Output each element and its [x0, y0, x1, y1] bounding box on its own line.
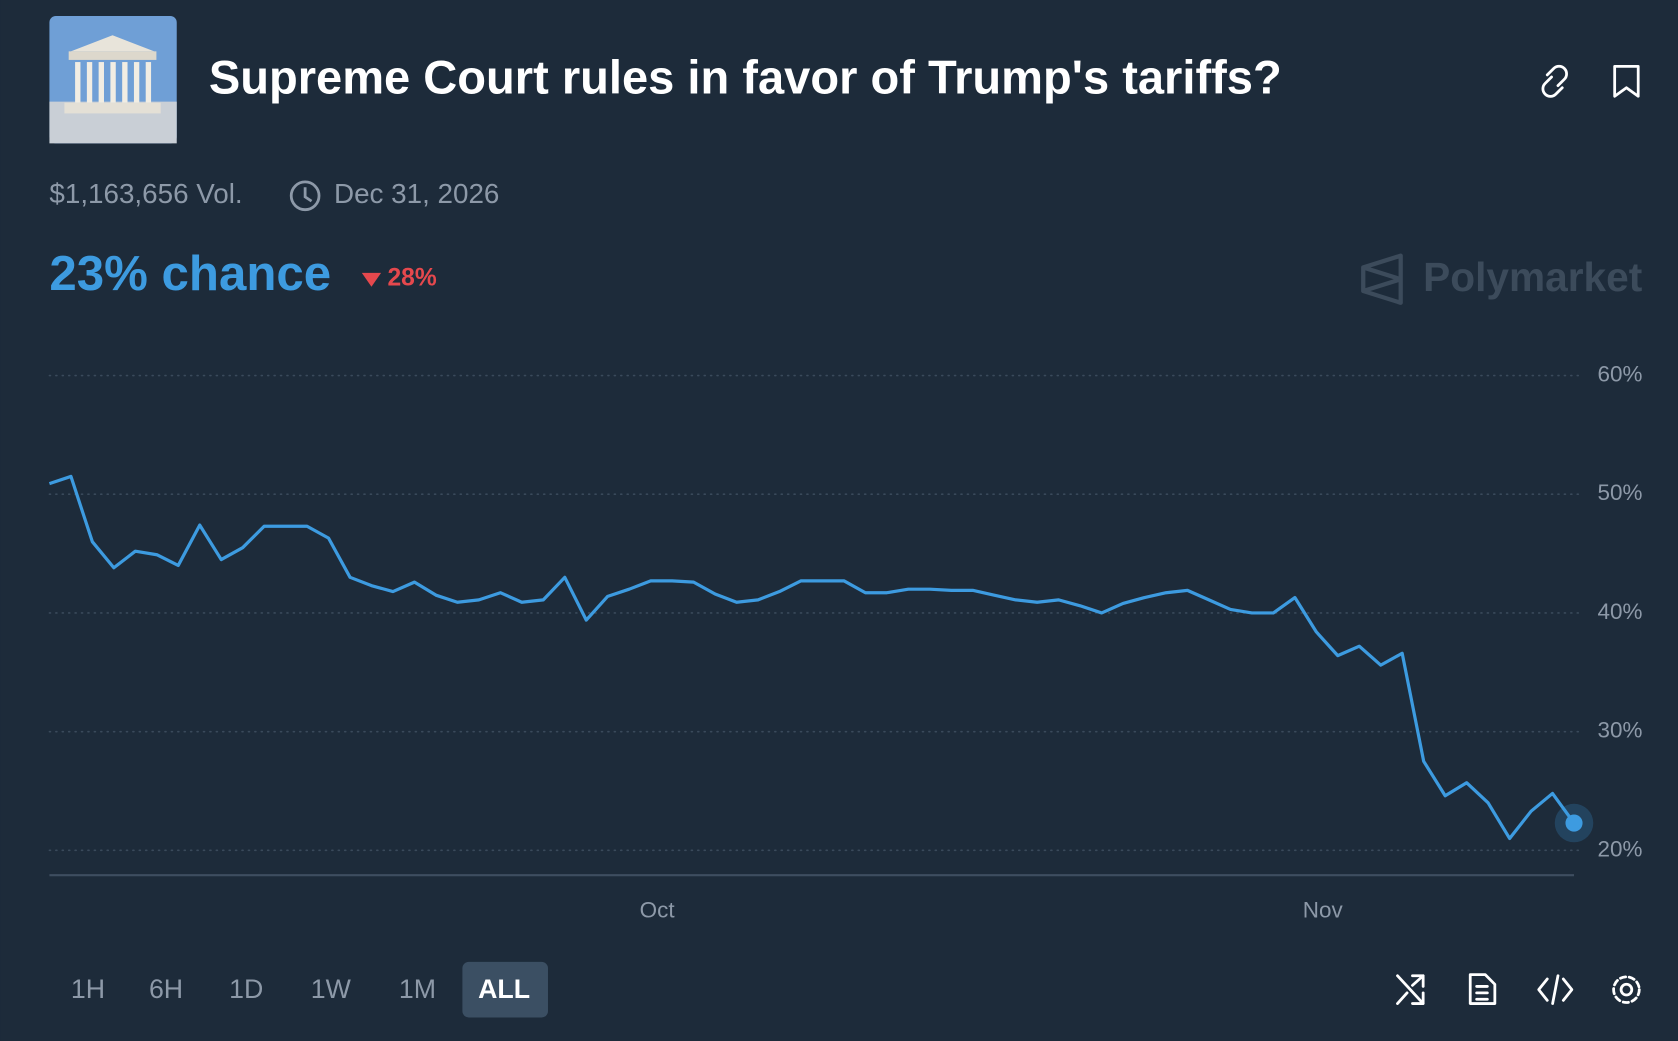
range-label[interactable]: 1M [399, 974, 436, 1004]
document-icon[interactable] [1468, 973, 1497, 1005]
price-line [48, 474, 1576, 841]
range-button[interactable]: 6H [149, 974, 183, 1004]
brand: Polymarket [1423, 254, 1643, 300]
thumbnail [49, 16, 177, 144]
range-buttons: 1H 6H 1D 1W 1M ALL [71, 961, 548, 1018]
range-button-bg [462, 961, 548, 1018]
volume: $1,163,656 Vol. [49, 178, 242, 209]
down-arrow [361, 272, 382, 287]
range-label[interactable]: ALL [478, 974, 530, 1004]
bookmark-icon[interactable] [1613, 64, 1640, 98]
clock-icon [289, 180, 321, 212]
copy-link-icon[interactable] [1541, 64, 1568, 98]
end-date: Dec 31, 2026 [334, 178, 499, 209]
y-tick-label: 20% [1598, 836, 1643, 861]
range-button[interactable]: 1H [71, 974, 105, 1004]
embed-icon[interactable] [1537, 974, 1574, 1005]
title: Supreme Court rules in favor of Trump's … [209, 51, 1282, 104]
brand-logo [1361, 253, 1403, 305]
range-button[interactable]: ALL [462, 961, 548, 1018]
x-tick-label: Oct [640, 897, 676, 922]
range-label[interactable]: 1D [229, 974, 263, 1004]
x-tick-label: Nov [1303, 897, 1344, 922]
settings-icon[interactable] [1612, 975, 1641, 1004]
last-point [1565, 814, 1583, 832]
chance: 23% chance [49, 246, 331, 301]
range-label[interactable]: 6H [149, 974, 183, 1004]
y-tick-label: 60% [1598, 361, 1643, 386]
y-tick-label: 50% [1598, 480, 1643, 505]
range-label[interactable]: 1W [311, 974, 352, 1004]
y-tick-label: 30% [1598, 718, 1643, 743]
plot: 20% 30% 40% 50% 60% Oct Nov [48, 361, 1643, 922]
shuffle-icon[interactable] [1396, 974, 1425, 1005]
range-button[interactable]: 1D [229, 974, 263, 1004]
y-tick-label: 40% [1598, 599, 1643, 624]
range-button[interactable]: 1W [311, 974, 352, 1004]
range-button[interactable]: 1M [399, 974, 436, 1004]
range-label[interactable]: 1H [71, 974, 105, 1004]
change: 28% [388, 265, 437, 292]
